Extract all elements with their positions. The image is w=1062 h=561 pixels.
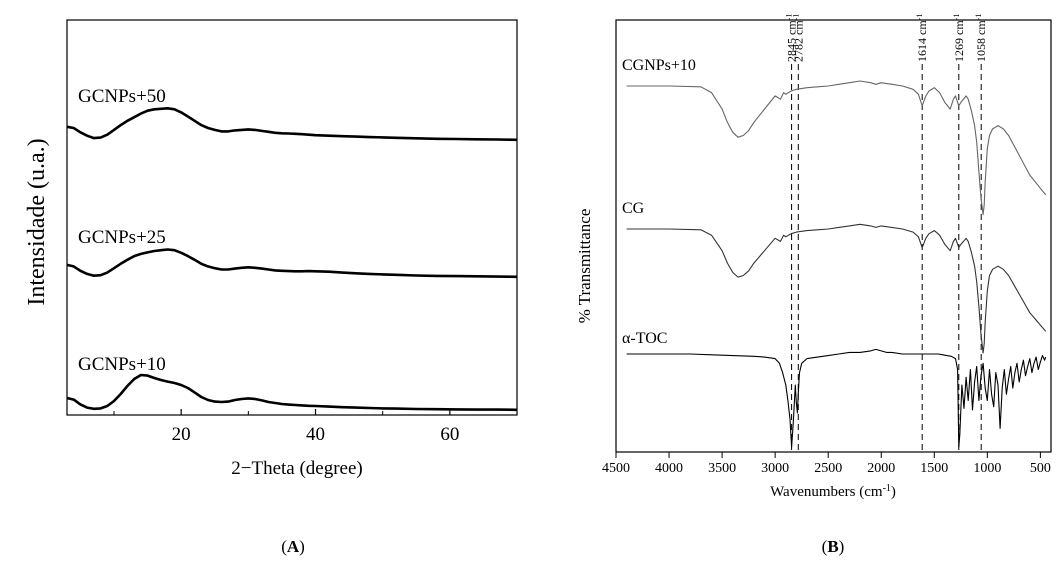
panel-a-series-line-gcnps-10 [66, 373, 518, 412]
panel-a-x-axis-ticks: 20 40 60 [113, 409, 518, 445]
panel-b-series-label-cg: CG [622, 200, 645, 217]
panel-b-peak-marker-lines [791, 64, 982, 452]
panel-b-x-tick-label-4000: 4000 [655, 461, 683, 476]
panel-a-x-tick-label-60: 60 [440, 424, 459, 445]
panel-a-x-tick-label-20: 20 [172, 424, 191, 445]
panel-b-plot-frame [615, 19, 1052, 453]
panel-b-peak-label-1269: 1269 cm-1 [952, 14, 966, 62]
panel-a-series-label-gcnps-10: GCNPs+10 [78, 354, 166, 375]
panel-b-peak-label-2845: 2845 cm-1 [785, 14, 799, 62]
panel-a-letter: (A) [281, 537, 305, 556]
panel-a-x-axis-label: 2−Theta (degree) [231, 458, 363, 479]
panel-b-x-tick-label-2000: 2000 [867, 461, 895, 476]
panel-b-series-label-toc: α-TOC [622, 330, 667, 347]
panel-b-x-tick-label-1500: 1500 [920, 461, 948, 476]
panel-b-x-tick-label-4500: 4500 [602, 461, 630, 476]
panel-b-x-tick-label-3500: 3500 [708, 461, 736, 476]
panel-b-x-tick-label-2500: 2500 [814, 461, 842, 476]
panel-b-peak-label-2782: 2782 cm-1 [791, 14, 805, 62]
panel-b-letter: (B) [822, 537, 845, 556]
panel-a-plot-frame [66, 19, 518, 416]
panel-b-x-axis-label: Wavenumbers (cm-1) [770, 483, 896, 500]
panel-a-series-line-gcnps-50 [66, 107, 518, 142]
panel-b-series-line-cg [626, 223, 1047, 354]
panel-a-series-labels: GCNPs+50 GCNPs+25 GCNPs+10 [78, 86, 166, 375]
panel-b-series-labels: CGNPs+10 CG α-TOC [622, 57, 696, 347]
panel-b-series-group [626, 80, 1047, 448]
panel-b-peak-label-1058: 1058 cm-1 [974, 14, 988, 62]
panel-a-x-tick-label-40: 40 [306, 424, 325, 445]
panel-a-xrd-chart: 20 40 60 GCNPs+50 GCNPs+25 GCNPs+10 2−Theta … [24, 19, 518, 556]
panel-b-series-line-cgnps-10 [626, 80, 1047, 216]
panel-a-series-line-gcnps-25 [66, 248, 518, 279]
panel-b-series-line-toc [626, 348, 1047, 448]
panel-b-series-label-cgnps-10: CGNPs+10 [622, 57, 696, 74]
panel-b-x-tick-label-500: 500 [1030, 461, 1051, 476]
panel-b-x-axis-ticks: 4500 4000 3500 3000 2500 2000 1500 1000 500 [602, 452, 1051, 476]
panel-a-series-label-gcnps-25: GCNPs+25 [78, 227, 166, 248]
panel-a-series-group [66, 107, 518, 412]
panel-a-series-label-gcnps-50: GCNPs+50 [78, 86, 166, 107]
panel-b-x-tick-label-1000: 1000 [973, 461, 1001, 476]
panel-a-y-axis-label: Intensidade (u.a.) [24, 138, 50, 305]
panel-b-x-tick-label-3000: 3000 [761, 461, 789, 476]
panel-b-y-axis-label: % Transmittance [575, 209, 594, 324]
panel-b-peak-label-1614: 1614 cm-1 [915, 14, 929, 62]
